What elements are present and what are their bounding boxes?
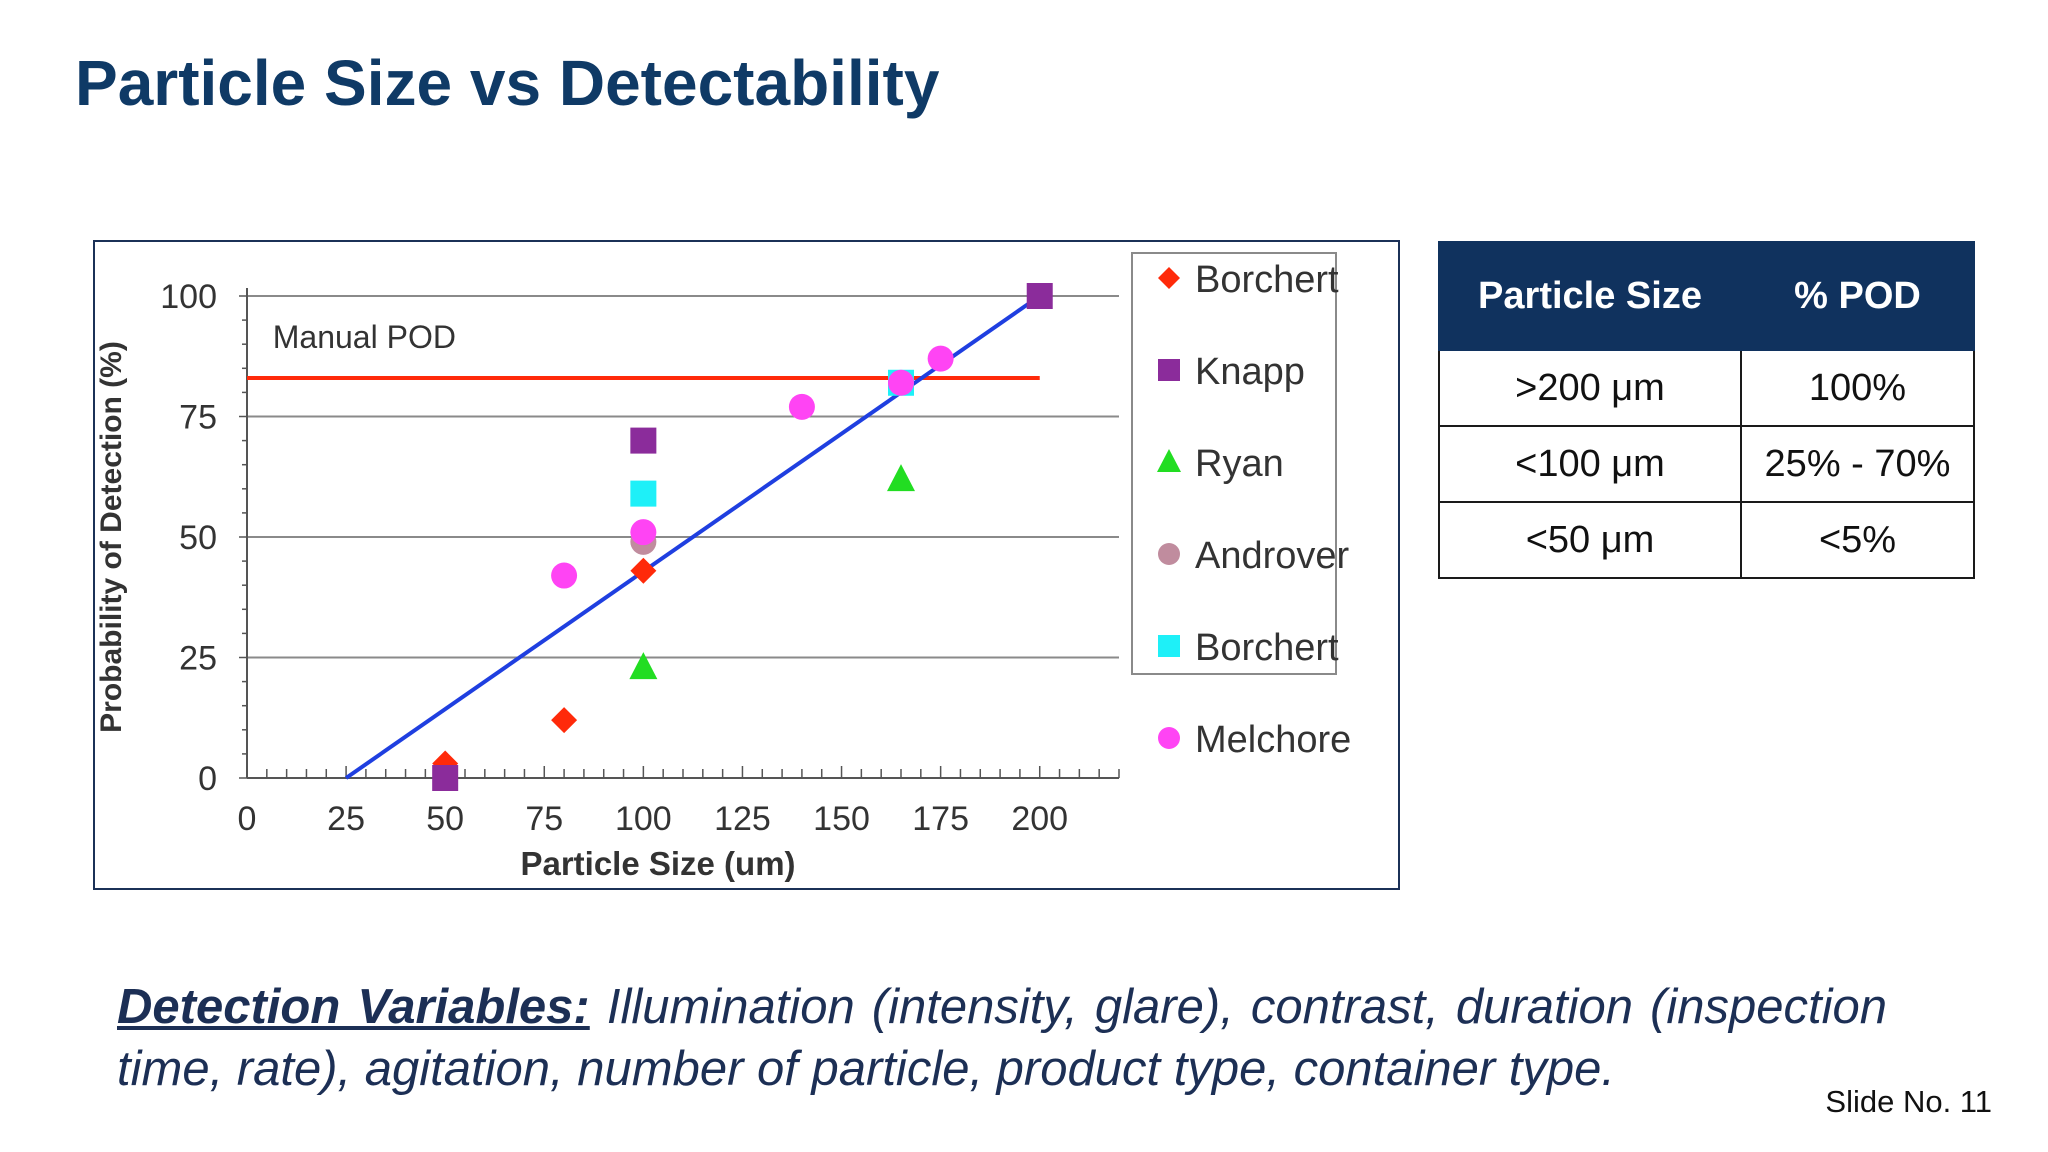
data-point-circle xyxy=(788,393,815,420)
legend-label: Knapp xyxy=(1195,351,1305,393)
legend-marker xyxy=(1158,267,1180,289)
legend-marker xyxy=(1157,449,1181,472)
data-point-square xyxy=(630,480,657,507)
data-point-diamond xyxy=(551,707,578,734)
y-tick-label: 50 xyxy=(179,519,217,557)
x-tick-label: 100 xyxy=(615,800,672,838)
table-cell-size: <100 μm xyxy=(1438,425,1742,503)
table-row: <100 μm 25% - 70% xyxy=(1438,425,1975,503)
data-point-circle xyxy=(551,562,578,589)
detection-variables-text: Illumination (intensity, glare), contras… xyxy=(117,980,1888,1096)
table-cell-pod: 25% - 70% xyxy=(1740,425,1975,503)
table-row: <50 μm <5% xyxy=(1438,501,1975,579)
legend-label: Melchore xyxy=(1195,719,1351,761)
y-tick-label: 25 xyxy=(179,640,217,678)
x-tick-label: 125 xyxy=(714,800,771,838)
data-point-circle xyxy=(888,369,914,396)
table-cell-pod: <5% xyxy=(1740,501,1975,579)
manual-pod-annotation: Manual POD xyxy=(273,319,456,355)
table-cell-size: <50 μm xyxy=(1438,501,1742,579)
legend-layer: Borchert Knapp Ryan Androver Borchert Melchor… xyxy=(1131,252,1351,761)
data-point-diamond xyxy=(630,557,657,584)
pod-scatter-chart: 0 25 50 75 100 0 25 50 75 100 125 150 175 200 Particle… xyxy=(95,252,1351,882)
data-point-triangle xyxy=(887,464,915,492)
data-point-circle xyxy=(630,519,657,546)
legend-marker xyxy=(1158,359,1180,381)
y-tick-label: 75 xyxy=(179,399,217,437)
legend-marker xyxy=(1158,543,1180,565)
data-point-square xyxy=(630,427,657,454)
x-tick-label: 75 xyxy=(525,800,563,838)
x-tick-label: 200 xyxy=(1011,800,1068,838)
legend-label: Androver xyxy=(1195,535,1350,577)
x-tick-label: 150 xyxy=(813,800,870,838)
x-tick-label: 25 xyxy=(327,800,365,838)
legend-label: Borchert xyxy=(1195,627,1339,669)
header-pod: % POD xyxy=(1740,241,1975,351)
legend-label: Borchert xyxy=(1195,259,1339,301)
data-point-square xyxy=(1026,283,1053,309)
legend-marker xyxy=(1158,727,1180,749)
trend-line xyxy=(344,294,1041,780)
x-tick-label: 0 xyxy=(238,800,257,838)
data-point-triangle xyxy=(629,652,658,680)
data-point-circle xyxy=(927,345,954,372)
data-point-square xyxy=(432,765,459,791)
table-cell-size: >200 μm xyxy=(1438,349,1742,427)
slide-number: Slide No. 11 xyxy=(1825,1084,1992,1119)
grid-layer xyxy=(247,295,1119,659)
x-tick-label: 50 xyxy=(426,800,464,838)
pod-table: Particle Size % POD >200 μm 100% <100 μm… xyxy=(1438,241,1975,579)
axis-layer: 0 25 50 75 100 0 25 50 75 100 125 150 175 200 Particle… xyxy=(95,278,1120,882)
x-axis-title: Particle Size (um) xyxy=(520,845,795,882)
table-row: >200 μm 100% xyxy=(1438,349,1975,427)
detection-variables-label: Detection Variables: xyxy=(117,980,590,1034)
y-tick-label: 0 xyxy=(198,760,217,798)
legend-marker xyxy=(1158,635,1180,657)
legend-label: Ryan xyxy=(1195,443,1284,485)
detection-variables-paragraph: Detection Variables: Illumination (inten… xyxy=(117,976,1887,1100)
slide-title: Particle Size vs Detectability xyxy=(75,47,940,119)
header-particle-size: Particle Size xyxy=(1438,241,1742,351)
pod-chart-frame: 0 25 50 75 100 0 25 50 75 100 125 150 175 200 Particle… xyxy=(93,240,1400,890)
point-layer xyxy=(432,283,1053,791)
table-header-row: Particle Size % POD xyxy=(1438,241,1975,351)
y-tick-label: 100 xyxy=(160,278,217,316)
y-axis-title: Probability of Detection (%) xyxy=(95,341,128,733)
table-cell-pod: 100% xyxy=(1740,349,1975,427)
x-tick-label: 175 xyxy=(912,800,969,838)
